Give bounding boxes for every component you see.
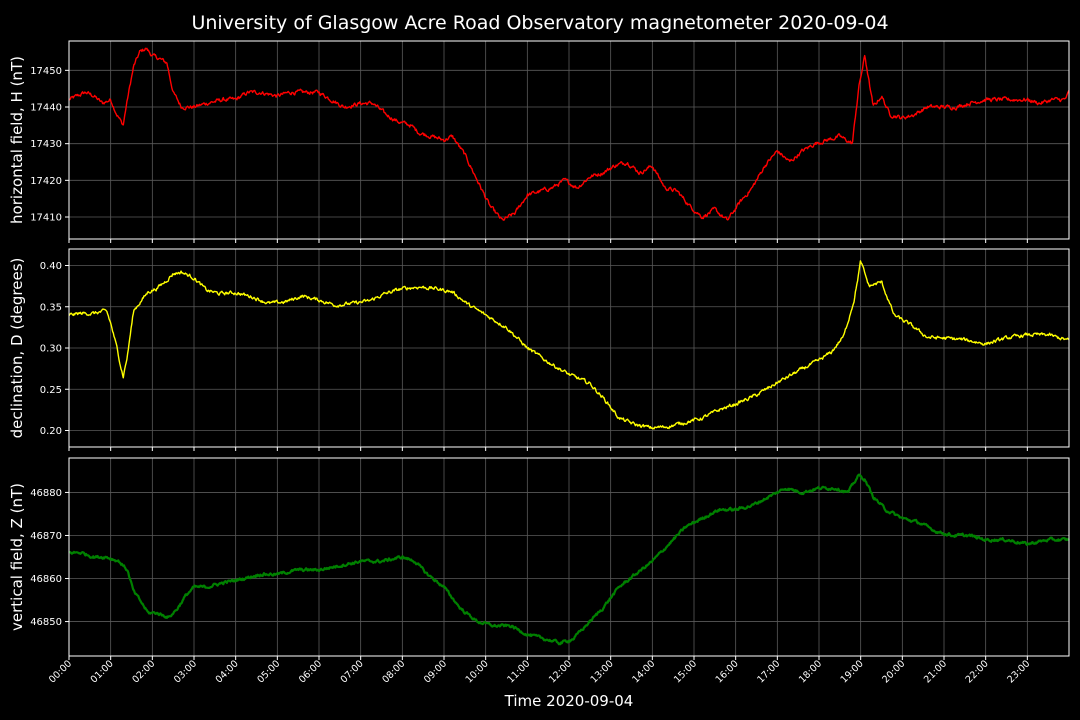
series-line-1 <box>68 47 1070 221</box>
series-line-3 <box>68 473 1070 646</box>
y-tick-label: 0.30 <box>40 344 62 355</box>
axes-frame <box>68 248 1070 448</box>
y-axis-label: declination, D (degrees) <box>8 258 26 439</box>
axes-frame <box>68 40 1070 240</box>
panel-3: 46850 46860 46870 46880 vertical field, Z (n… <box>8 457 1070 660</box>
axes-frame <box>68 457 1070 657</box>
panel-2: 0.20 0.25 0.30 0.35 0.40 declination, D (degr… <box>8 248 1070 451</box>
y-tick-label: 46870 <box>30 531 62 542</box>
panel-1: 17410 17420 17430 17440 17450 horizontal fiel… <box>8 40 1070 243</box>
y-tick-label: 46880 <box>30 488 62 499</box>
y-axis-label: horizontal field, H (nT) <box>8 56 26 224</box>
y-tick-label: 17410 <box>30 213 62 224</box>
y-tick-label: 0.25 <box>40 385 62 396</box>
y-axis-label: vertical field, Z (nT) <box>8 483 26 631</box>
figure-title: University of Glasgow Acre Road Observat… <box>191 12 888 34</box>
y-tick-label: 17420 <box>30 176 62 187</box>
y-tick-label: 0.20 <box>40 426 62 437</box>
y-tick-label: 0.35 <box>40 302 62 313</box>
y-tick-label: 0.40 <box>40 261 62 272</box>
y-tick-label: 17430 <box>30 139 62 150</box>
y-tick-label: 46860 <box>30 574 62 585</box>
x-axis-label: Time 2020-09-04 <box>504 692 634 710</box>
series-line-2 <box>68 260 1070 430</box>
y-tick-label: 17440 <box>30 103 62 114</box>
y-tick-label: 17450 <box>30 66 62 77</box>
y-tick-label: 46850 <box>30 617 62 628</box>
